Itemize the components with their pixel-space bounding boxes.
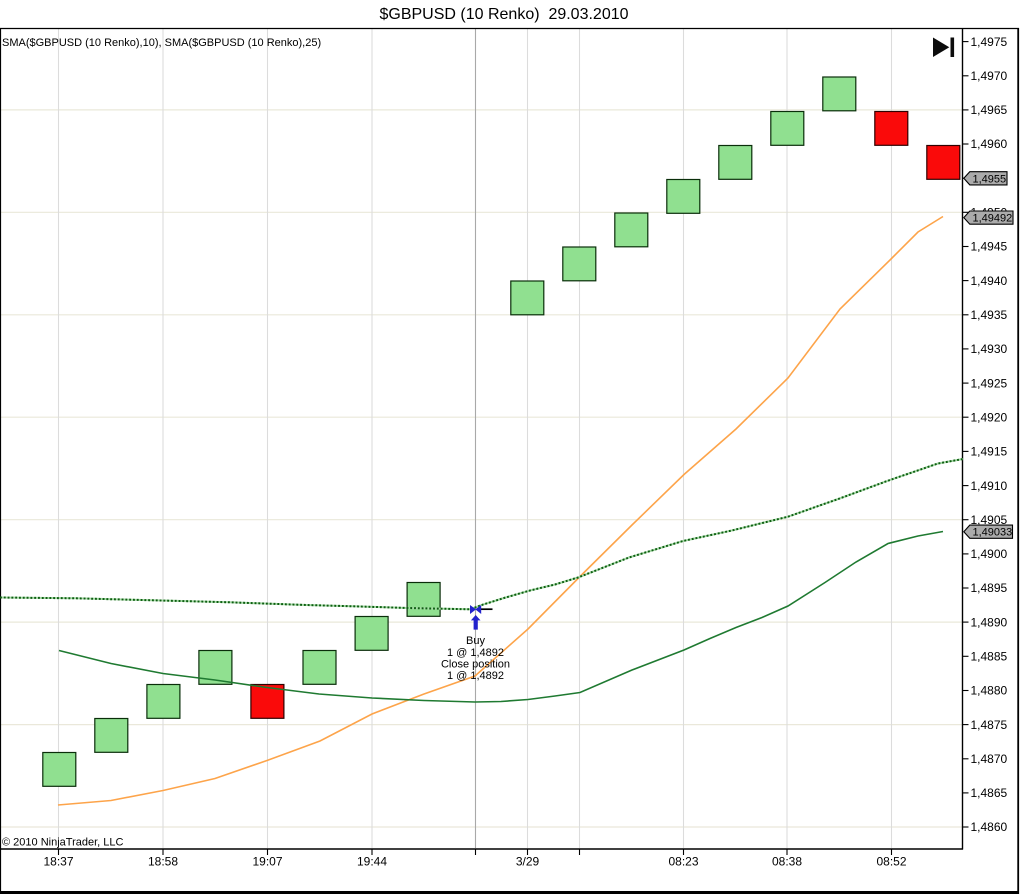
svg-text:1,4970: 1,4970	[971, 69, 1008, 83]
svg-text:1,4955: 1,4955	[973, 173, 1007, 185]
svg-text:1,4860: 1,4860	[971, 820, 1008, 834]
svg-text:1,4885: 1,4885	[971, 650, 1008, 664]
svg-text:1,4865: 1,4865	[971, 786, 1008, 800]
svg-text:1,4870: 1,4870	[971, 752, 1008, 766]
svg-text:1,4935: 1,4935	[971, 308, 1008, 322]
svg-text:$GBPUSD (10 Renko) 29.03.2010: $GBPUSD (10 Renko) 29.03.2010	[379, 6, 628, 23]
svg-text:08:23: 08:23	[668, 855, 698, 869]
svg-text:19:07: 19:07	[252, 855, 282, 869]
svg-text:1,4910: 1,4910	[971, 479, 1008, 493]
svg-text:19:44: 19:44	[357, 855, 387, 869]
svg-text:Close position: Close position	[441, 658, 510, 670]
svg-text:1,4875: 1,4875	[971, 718, 1008, 732]
svg-text:1,4890: 1,4890	[971, 615, 1008, 629]
svg-text:1,4925: 1,4925	[971, 376, 1008, 390]
svg-text:18:37: 18:37	[43, 855, 73, 869]
svg-text:18:58: 18:58	[148, 855, 178, 869]
svg-text:1,4895: 1,4895	[971, 581, 1008, 595]
svg-text:1,4880: 1,4880	[971, 684, 1008, 698]
svg-text:1,4915: 1,4915	[971, 445, 1008, 459]
svg-text:1,4905: 1,4905	[971, 513, 1008, 527]
svg-text:© 2010 NinjaTrader, LLC: © 2010 NinjaTrader, LLC	[2, 837, 123, 849]
svg-text:08:38: 08:38	[772, 855, 802, 869]
svg-text:1,4920: 1,4920	[971, 410, 1008, 424]
svg-text:08:52: 08:52	[876, 855, 906, 869]
svg-text:1,4945: 1,4945	[971, 240, 1008, 254]
svg-text:1,4940: 1,4940	[971, 274, 1008, 288]
svg-text:1,49492: 1,49492	[973, 213, 1013, 225]
svg-text:SMA($GBPUSD (10 Renko),10), SM: SMA($GBPUSD (10 Renko),10), SMA($GBPUSD …	[2, 37, 321, 49]
svg-text:1,49033: 1,49033	[973, 527, 1013, 539]
svg-text:1,4965: 1,4965	[971, 103, 1008, 117]
svg-text:1,4930: 1,4930	[971, 342, 1008, 356]
svg-text:1,4900: 1,4900	[971, 547, 1008, 561]
svg-text:1,4960: 1,4960	[971, 137, 1008, 151]
svg-text:Buy: Buy	[466, 635, 485, 647]
svg-text:1 @ 1,4892: 1 @ 1,4892	[447, 647, 504, 659]
svg-text:3/29: 3/29	[516, 855, 540, 869]
svg-text:1,4975: 1,4975	[971, 35, 1008, 49]
svg-text:1 @ 1,4892: 1 @ 1,4892	[447, 670, 504, 682]
